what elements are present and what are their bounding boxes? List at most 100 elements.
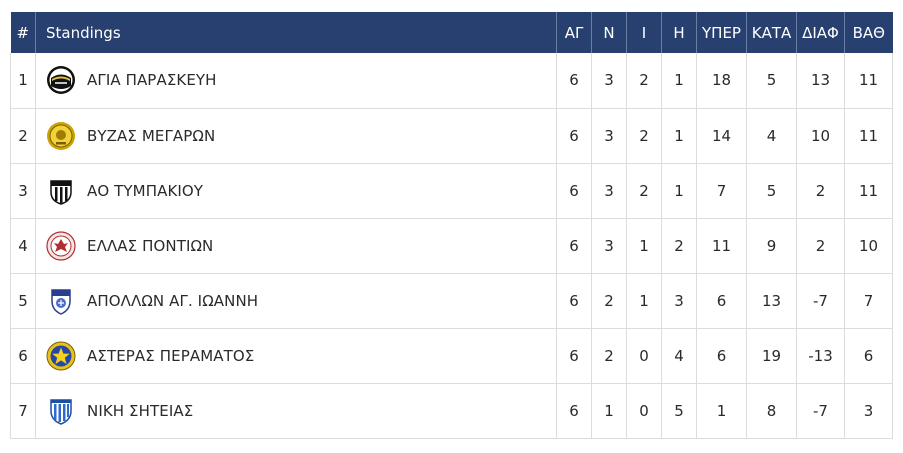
cell-goals-for: 6 [696, 328, 747, 384]
cell-points: 7 [844, 273, 893, 329]
cell-goals-against: 19 [746, 328, 797, 384]
cell-losses: 3 [661, 273, 697, 329]
cell-team[interactable]: ΑΓΙΑ ΠΑΡΑΣΚΕΥΗ [35, 53, 557, 109]
cell-played: 6 [556, 328, 592, 384]
cell-goal-diff: 13 [796, 53, 845, 109]
table-row[interactable]: 5 ΑΠΟΛΛΩΝ ΑΓ. ΙΩΑΝΝΗ 6 2 1 3 6 13 -7 7 [10, 273, 893, 329]
table-row[interactable]: 6 ΑΣΤΕΡΑΣ ΠΕΡΑΜΑΤΟΣ 6 2 0 4 6 19 -13 6 [10, 328, 893, 384]
cell-goals-for: 14 [696, 108, 747, 164]
cell-points: 3 [844, 383, 893, 439]
cell-draws: 1 [626, 218, 662, 274]
cell-wins: 3 [591, 108, 627, 164]
cell-goals-for: 1 [696, 383, 747, 439]
cell-losses: 1 [661, 108, 697, 164]
cell-goals-for: 7 [696, 163, 747, 219]
cell-points: 10 [844, 218, 893, 274]
header-played[interactable]: ΑΓ [556, 12, 592, 53]
cell-pos: 6 [10, 328, 36, 384]
cell-goals-against: 5 [746, 53, 797, 109]
ellas-pontion-crest-icon [46, 230, 76, 261]
table-row[interactable]: 2 ΒΥΖΑΣ ΜΕΓΑΡΩΝ 6 3 2 1 14 4 10 11 [10, 108, 893, 164]
cell-goal-diff: -7 [796, 383, 845, 439]
cell-goal-diff: -7 [796, 273, 845, 329]
cell-goals-against: 13 [746, 273, 797, 329]
cell-goals-for: 18 [696, 53, 747, 109]
apollon-ag-ioanni-crest-icon [46, 286, 76, 316]
standings-header: # Standings ΑΓ Ν Ι Η ΥΠΕΡ ΚΑΤΑ ΔΙΑΦ ΒΑΘ [10, 12, 893, 53]
cell-pos: 4 [10, 218, 36, 274]
cell-pos: 1 [10, 53, 36, 109]
cell-points: 11 [844, 53, 893, 109]
cell-goals-against: 4 [746, 108, 797, 164]
cell-team[interactable]: ΝΙΚΗ ΣΗΤΕΙΑΣ [35, 383, 557, 439]
standings-body: 1 ΑΓΙΑ ΠΑΡΑΣΚΕΥΗ 6 3 2 1 18 5 13 11 [10, 53, 893, 439]
standings-table-container: # Standings ΑΓ Ν Ι Η ΥΠΕΡ ΚΑΤΑ ΔΙΑΦ ΒΑΘ … [10, 12, 893, 439]
cell-played: 6 [556, 218, 592, 274]
ao-tympakiou-crest-icon [46, 176, 76, 206]
table-row[interactable]: 4 ΕΛΛΑΣ ΠΟΝΤΙΩΝ 6 3 1 2 11 9 2 10 [10, 218, 893, 274]
team-name[interactable]: ΝΙΚΗ ΣΗΤΕΙΑΣ [87, 401, 194, 420]
cell-pos: 5 [10, 273, 36, 329]
cell-goals-for: 11 [696, 218, 747, 274]
cell-goals-against: 8 [746, 383, 797, 439]
cell-draws: 0 [626, 328, 662, 384]
cell-goals-for: 6 [696, 273, 747, 329]
cell-losses: 4 [661, 328, 697, 384]
header-points[interactable]: ΒΑΘ [852, 23, 885, 42]
cell-pos: 3 [10, 163, 36, 219]
table-row[interactable]: 1 ΑΓΙΑ ΠΑΡΑΣΚΕΥΗ 6 3 2 1 18 5 13 11 [10, 53, 893, 109]
header-team[interactable]: Standings [35, 12, 557, 53]
cell-played: 6 [556, 163, 592, 219]
cell-losses: 5 [661, 383, 697, 439]
team-name[interactable]: ΒΥΖΑΣ ΜΕΓΑΡΩΝ [87, 126, 216, 145]
cell-wins: 3 [591, 53, 627, 109]
cell-wins: 3 [591, 218, 627, 274]
cell-goal-diff: -13 [796, 328, 845, 384]
cell-draws: 2 [626, 108, 662, 164]
standings-table: # Standings ΑΓ Ν Ι Η ΥΠΕΡ ΚΑΤΑ ΔΙΑΦ ΒΑΘ … [10, 12, 893, 439]
header-goal-diff[interactable]: ΔΙΑΦ [796, 12, 845, 53]
cell-goal-diff: 2 [796, 218, 845, 274]
header-row: # Standings ΑΓ Ν Ι Η ΥΠΕΡ ΚΑΤΑ ΔΙΑΦ ΒΑΘ [10, 12, 893, 53]
header-draws[interactable]: Ι [626, 12, 662, 53]
cell-wins: 3 [591, 163, 627, 219]
team-name[interactable]: ΑΠΟΛΛΩΝ ΑΓ. ΙΩΑΝΝΗ [87, 291, 259, 310]
table-row[interactable]: 3 ΑΟ ΤΥΜΠΑΚΙΟΥ 6 3 2 1 7 5 2 11 [10, 163, 893, 219]
cell-points: 11 [844, 163, 893, 219]
cell-draws: 2 [626, 53, 662, 109]
cell-draws: 0 [626, 383, 662, 439]
cell-team[interactable]: ΑΟ ΤΥΜΠΑΚΙΟΥ [35, 163, 557, 219]
cell-goals-against: 9 [746, 218, 797, 274]
cell-goals-against: 5 [746, 163, 797, 219]
team-name[interactable]: ΑΣΤΕΡΑΣ ΠΕΡΑΜΑΤΟΣ [87, 346, 255, 365]
cell-goal-diff: 10 [796, 108, 845, 164]
team-name[interactable]: ΑΟ ΤΥΜΠΑΚΙΟΥ [87, 181, 204, 200]
header-wins[interactable]: Ν [591, 12, 627, 53]
cell-played: 6 [556, 383, 592, 439]
header-pos[interactable]: # [10, 12, 36, 53]
cell-wins: 1 [591, 383, 627, 439]
cell-played: 6 [556, 273, 592, 329]
cell-losses: 1 [661, 163, 697, 219]
cell-team[interactable]: ΑΠΟΛΛΩΝ ΑΓ. ΙΩΑΝΝΗ [35, 273, 557, 329]
cell-draws: 2 [626, 163, 662, 219]
niki-siteias-crest-icon [46, 396, 76, 426]
cell-wins: 2 [591, 328, 627, 384]
team-name[interactable]: ΕΛΛΑΣ ΠΟΝΤΙΩΝ [87, 236, 214, 255]
table-row[interactable]: 7 ΝΙΚΗ ΣΗΤΕΙΑΣ 6 1 0 5 1 8 -7 3 [10, 383, 893, 439]
cell-team[interactable]: ΑΣΤΕΡΑΣ ΠΕΡΑΜΑΤΟΣ [35, 328, 557, 384]
cell-losses: 2 [661, 218, 697, 274]
asteras-peramatos-crest-icon [46, 341, 76, 371]
vyzas-megaron-crest-icon [46, 121, 76, 151]
team-name[interactable]: ΑΓΙΑ ΠΑΡΑΣΚΕΥΗ [87, 71, 217, 90]
header-goals-against[interactable]: ΚΑΤΑ [746, 12, 797, 53]
header-losses[interactable]: Η [661, 12, 697, 53]
cell-draws: 1 [626, 273, 662, 329]
cell-played: 6 [556, 108, 592, 164]
cell-pos: 7 [10, 383, 36, 439]
cell-team[interactable]: ΕΛΛΑΣ ΠΟΝΤΙΩΝ [35, 218, 557, 274]
cell-team[interactable]: ΒΥΖΑΣ ΜΕΓΑΡΩΝ [35, 108, 557, 164]
cell-played: 6 [556, 53, 592, 109]
cell-wins: 2 [591, 273, 627, 329]
header-goals-for[interactable]: ΥΠΕΡ [696, 12, 747, 53]
